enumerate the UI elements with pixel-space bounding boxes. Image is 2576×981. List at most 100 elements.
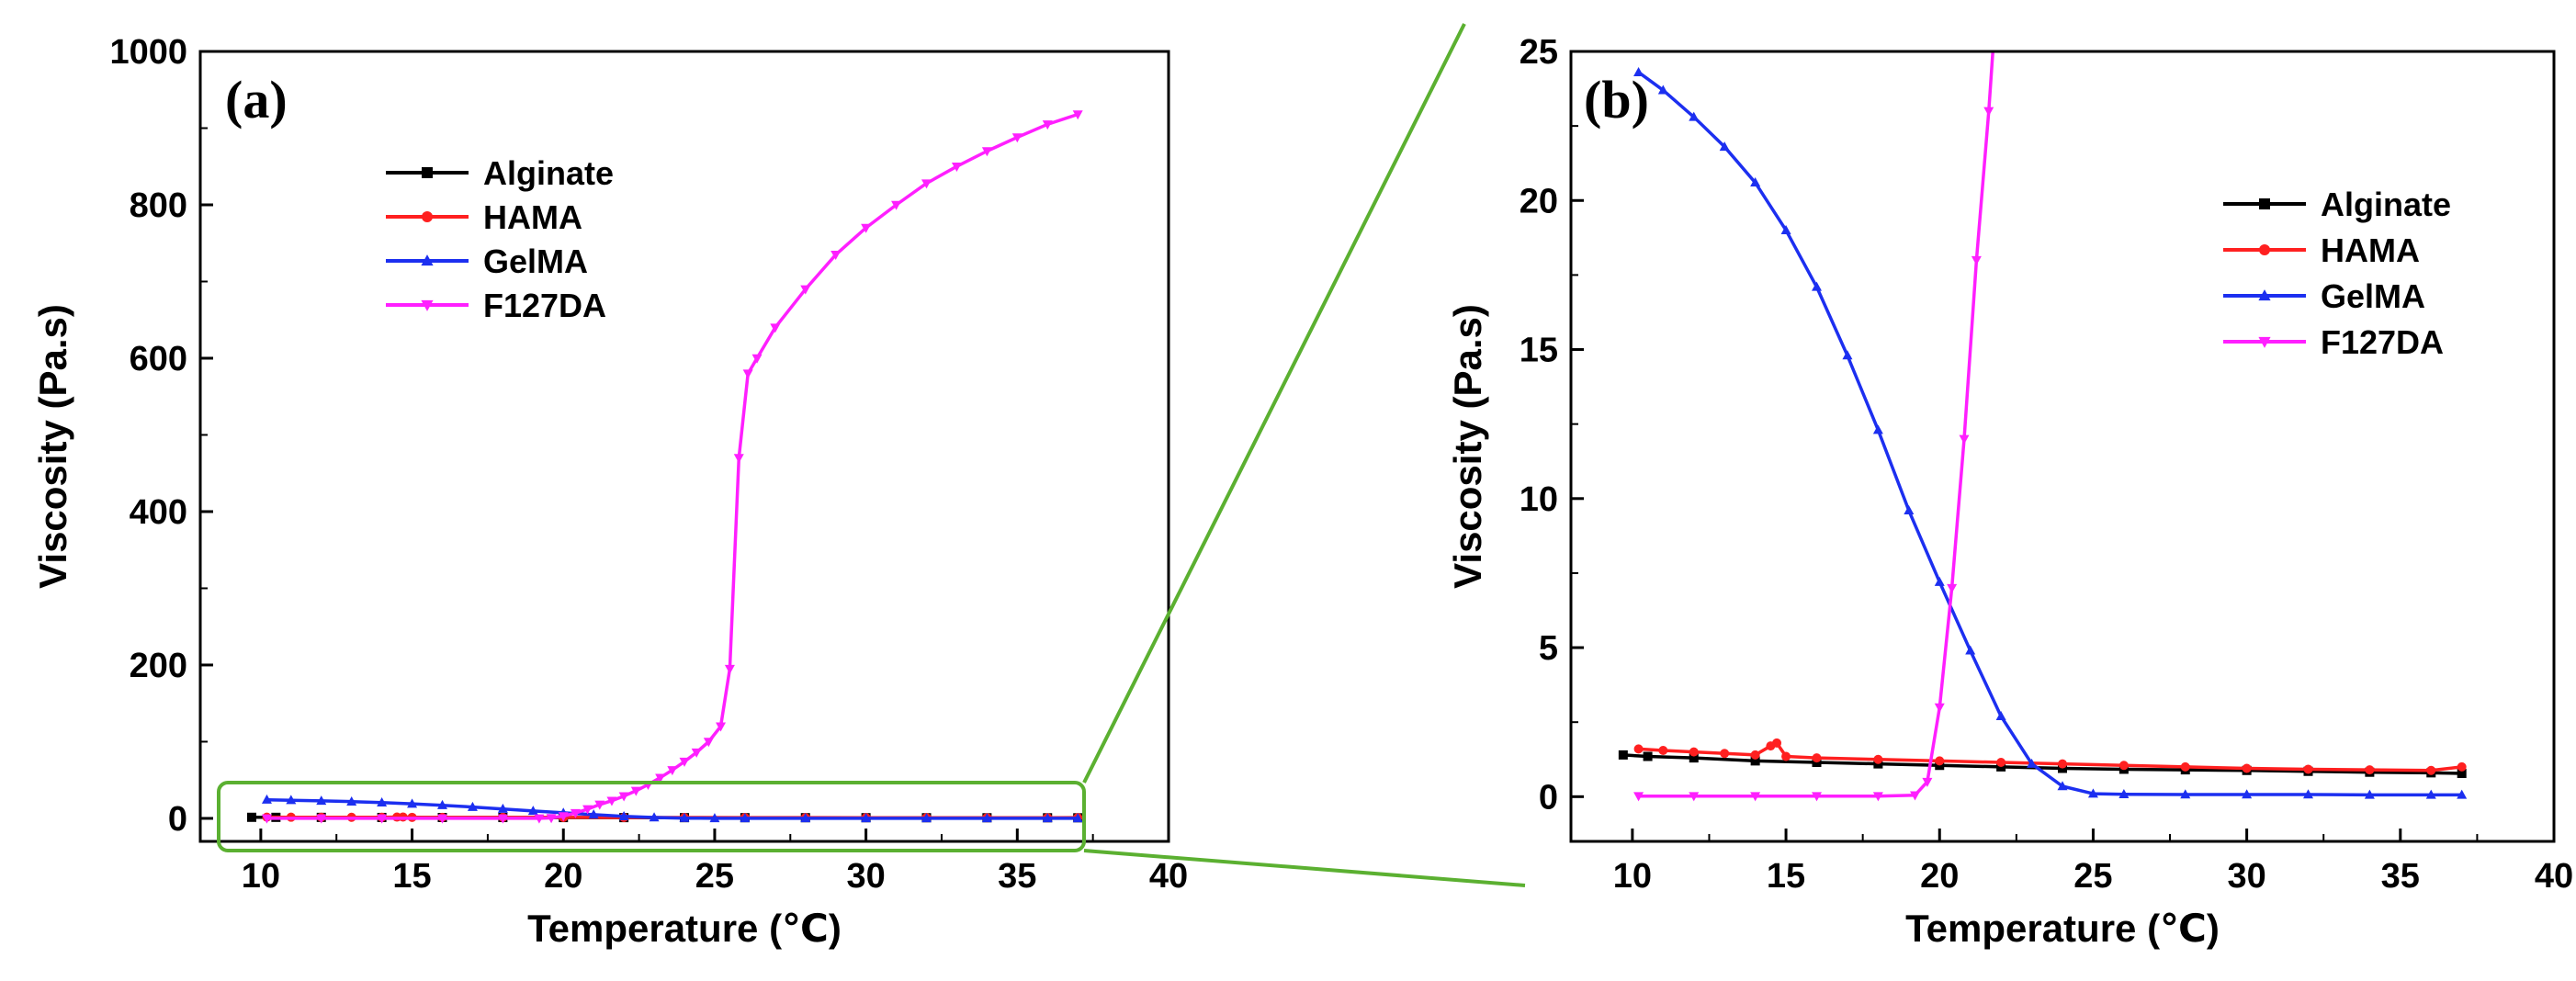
panel-b-y-tick-label: 5 [1539, 629, 1558, 668]
panel-b-point-f127da [1633, 792, 1644, 802]
panel-b-point-hama [1812, 753, 1822, 763]
panel-b-point-alginate [1750, 756, 1760, 766]
panel-a-point-gelma [649, 812, 660, 822]
panel-a-x-tick-label: 20 [544, 857, 582, 896]
panel-a-point-f127da [570, 808, 581, 818]
panel-a-legend-marker [422, 167, 433, 178]
panel-a-plot-frame [198, 50, 1170, 843]
panel-b-series-gelma [1633, 66, 2468, 799]
panel-a-point-gelma [861, 813, 872, 823]
panel-b-point-f127da [1983, 107, 1994, 117]
panel-b-point-gelma [1995, 710, 2006, 720]
panel-b-point-f127da [1910, 791, 1920, 801]
panel-a-series-line-gelma [266, 797, 1079, 820]
panel-a-point-f127da [655, 773, 666, 784]
panel-b-point-f127da [1959, 434, 1970, 445]
panel-a-point-f127da [981, 147, 992, 157]
panel-a-point-f127da [703, 738, 714, 748]
panel-a-point-gelma [1042, 813, 1053, 823]
panel-b-y-tick-label: 10 [1520, 480, 1558, 519]
panel-b-point-f127da [1971, 255, 1982, 265]
panel-a-point-gelma [407, 798, 418, 808]
panel-b-point-alginate [1689, 753, 1699, 763]
panel-b-point-gelma [2457, 789, 2468, 799]
panel-b-point-gelma [1689, 111, 1700, 121]
panel-a-point-f127da [861, 223, 872, 233]
panel-a-y-tick-label: 1000 [109, 33, 187, 72]
panel-b-legend-marker [2259, 198, 2270, 209]
panel-b-point-gelma [2027, 758, 2038, 768]
panel-a-point-gelma [497, 803, 508, 813]
panel-b-legend: Alginate HAMA GelMA F127DA [2223, 186, 2451, 361]
panel-b-point-gelma [2057, 781, 2068, 791]
panel-b-legend-label: Alginate [2321, 186, 2451, 223]
panel-b-plot-frame [1569, 50, 2556, 843]
panel-a-point-gelma [527, 806, 538, 816]
panel-b-point-hama [2118, 761, 2129, 771]
panel-b-point-alginate [2457, 769, 2467, 779]
panel-b-point-gelma [1934, 576, 1945, 586]
panel-a-point-f127da [261, 814, 272, 824]
panel-a-point-f127da [594, 800, 605, 810]
panel-b-x-tick-label: 25 [2073, 857, 2112, 896]
panel-a-point-gelma [261, 794, 272, 804]
panel-a-x-tick-label: 40 [1149, 857, 1188, 896]
panel-b-point-hama [2180, 761, 2190, 772]
panel-b-series-line-f127da [1638, 51, 1994, 798]
panel-a-point-gelma [740, 813, 751, 823]
panel-b-point-gelma [2242, 789, 2253, 799]
panel-b-legend-label: HAMA [2321, 231, 2420, 269]
panel-b-series-hama [1633, 738, 2467, 775]
panel-a-point-f127da [724, 664, 735, 674]
panel-b-point-hama [1996, 758, 2006, 767]
panel-b-y-tick-label: 15 [1520, 332, 1558, 370]
panel-a-point-gelma [981, 813, 992, 823]
panel-b-point-gelma [2364, 789, 2375, 799]
panel-a-point-f127da [437, 814, 447, 824]
panel-b-chart: 10 15 20 25 30 35 40 0 5 10 15 20 25 (b) Temperature… [1446, 33, 2573, 950]
panel-a-point-gelma [709, 813, 720, 823]
panel-a-point-f127da [921, 179, 932, 189]
panel-b-point-gelma [1633, 66, 1644, 76]
panel-a-label: (a) [225, 70, 288, 130]
panel-a-point-gelma [346, 795, 357, 806]
panel-a-point-f127da [316, 814, 327, 824]
panel-b-point-hama [2426, 765, 2436, 775]
zoom-indicator [217, 23, 1526, 887]
panel-b-point-gelma [1872, 424, 1883, 434]
panel-b-x-tick-label: 15 [1767, 857, 1805, 896]
panel-a-series-f127da [261, 110, 1083, 824]
panel-a-x-tick-label: 15 [392, 857, 431, 896]
panel-b-x-axis-title: Temperature (℃) [1905, 907, 2220, 950]
panel-a-series-gelma [261, 794, 1083, 823]
panel-a-y-tick-label: 0 [168, 800, 187, 839]
panel-b-legend-label: GelMA [2321, 277, 2425, 315]
panel-a-x-tick-label: 30 [846, 857, 885, 896]
panel-a-series-line-f127da [266, 112, 1079, 820]
panel-a-point-f127da [891, 200, 902, 210]
panel-a-point-f127da [751, 354, 763, 364]
panel-b-point-f127da [1872, 792, 1883, 802]
panel-a-y-tick-label: 400 [130, 493, 187, 532]
panel-b-point-hama [2457, 761, 2467, 772]
panel-b-series-line-gelma [1637, 71, 2462, 797]
panel-a-legend-label: Alginate [483, 154, 614, 192]
panel-a-point-f127da [1011, 133, 1022, 143]
panel-a-point-f127da [770, 323, 781, 333]
panel-a-point-gelma [286, 795, 297, 805]
panel-b-point-f127da [1947, 583, 1958, 593]
panel-a-point-f127da [534, 814, 545, 824]
panel-a-point-f127da [558, 812, 569, 822]
panel-b-point-alginate [1643, 751, 1653, 761]
panel-a-point-f127da [1072, 110, 1083, 120]
panel-b-point-hama [2242, 763, 2252, 773]
panel-a-legend: Alginate HAMA GelMA F127DA [386, 154, 614, 324]
panel-a-point-gelma [679, 812, 690, 822]
panel-b-point-hama [1658, 746, 1668, 756]
panel-b-x-tick-label: 20 [1920, 857, 1959, 896]
panel-a-point-f127da [1042, 120, 1053, 130]
panel-a-point-f127da [679, 757, 690, 767]
panel-b-point-gelma [2087, 788, 2098, 798]
